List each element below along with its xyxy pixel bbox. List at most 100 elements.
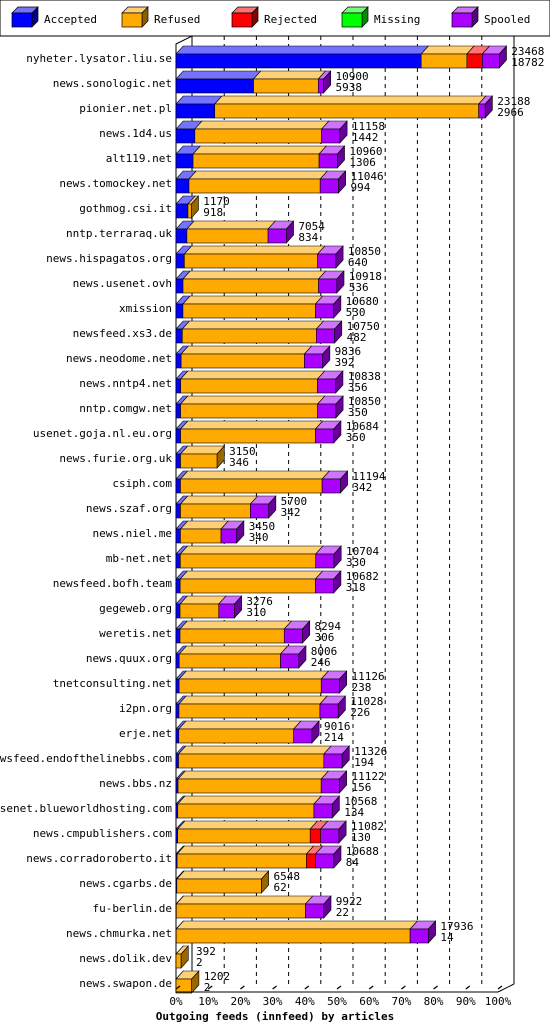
bar-segment-spooled	[304, 353, 323, 369]
bar-group	[175, 495, 277, 519]
bar-segment-spooled	[319, 178, 339, 194]
row-label: gegeweb.org	[99, 602, 172, 615]
value-label-count: 530	[346, 306, 366, 319]
bar-segment-rejected	[309, 828, 321, 844]
bar-side	[331, 795, 340, 819]
bar-side	[340, 470, 348, 494]
bar-group	[175, 545, 342, 569]
value-label-count: 350	[348, 406, 368, 419]
x-tick	[401, 985, 406, 990]
x-tick-label: 50%	[327, 995, 347, 1008]
bar-segment-accepted	[175, 203, 189, 219]
value-label-count: 246	[311, 656, 331, 669]
x-tick	[433, 985, 438, 990]
x-tick	[175, 985, 181, 990]
x-tick-label: 70%	[391, 995, 411, 1008]
bar-segment-refused	[179, 578, 316, 594]
bar-top-refused	[182, 295, 324, 305]
value-label-total: 10960	[349, 145, 382, 158]
bar-segment-spooled	[321, 128, 341, 144]
row-label: nntp.comgw.net	[79, 402, 172, 415]
row-label: news.cgarbs.de	[79, 877, 172, 890]
bar-segment-accepted	[175, 628, 181, 644]
row-label: usenet.blueworldhosting.com	[0, 802, 172, 815]
value-label-count: 2	[204, 981, 211, 994]
row-label: tnetconsulting.net	[53, 677, 172, 690]
row-label: news.neodome.net	[66, 352, 172, 365]
value-label-count: 130	[351, 831, 371, 844]
bar-segment-accepted	[175, 703, 180, 719]
bar-side	[311, 720, 320, 744]
bar-segment-refused	[180, 378, 318, 394]
bar-group	[175, 595, 243, 619]
value-label-count: 5938	[336, 81, 363, 94]
bar-side	[499, 45, 507, 69]
bar-segment-refused	[178, 728, 294, 744]
row-label: xmission	[119, 302, 172, 315]
value-label-count: 14	[440, 931, 454, 944]
bar-segment-refused	[180, 503, 251, 519]
value-label-total: 17936	[440, 920, 473, 933]
value-label-count: 342	[352, 481, 372, 494]
row-label: news.quux.org	[86, 652, 172, 665]
bar-segment-accepted	[175, 78, 254, 94]
bar-top-refused	[192, 145, 327, 155]
bar-segment-spooled	[315, 553, 335, 569]
value-label-total: 10900	[336, 70, 369, 83]
value-label-total: 10704	[346, 545, 379, 558]
bar-side	[234, 595, 242, 619]
bar-side	[333, 570, 342, 594]
bar-segment-refused	[175, 903, 306, 919]
bar-top-refused	[179, 445, 225, 455]
legend-label: Accepted	[44, 13, 97, 26]
bar-segment-refused	[214, 103, 479, 119]
bar-segment-accepted	[175, 453, 181, 469]
bar-segment-spooled	[317, 78, 324, 94]
bar-side	[335, 245, 344, 269]
x-tick-label: 30%	[263, 995, 283, 1008]
value-label-total: 3150	[229, 445, 256, 458]
value-label-total: 10684	[346, 420, 379, 433]
bar-side	[339, 670, 348, 694]
bar-top-refused	[178, 695, 328, 705]
bar-segment-spooled	[267, 228, 287, 244]
bar-segment-spooled	[318, 153, 338, 169]
value-label-total: 23188	[497, 95, 530, 108]
bar-segment-refused	[177, 778, 322, 794]
bar-segment-spooled	[315, 303, 334, 319]
value-label-total: 10682	[346, 570, 379, 583]
bar-group	[175, 245, 344, 269]
x-tick-label: 0%	[169, 995, 183, 1008]
bars	[175, 45, 508, 994]
bar-segment-refused	[175, 978, 192, 994]
legend-label: Missing	[374, 13, 420, 26]
bar-segment-spooled	[315, 428, 335, 444]
value-labels: 2346818782109005938231882966111581442109…	[196, 45, 544, 994]
row-label: news.1d4.us	[99, 127, 172, 140]
value-label-count: 238	[352, 681, 372, 694]
value-label-count: 1306	[349, 156, 376, 169]
bar-segment-accepted	[175, 503, 181, 519]
x-tick	[240, 985, 245, 990]
bar-group	[175, 920, 437, 944]
bar-segment-refused	[180, 403, 318, 419]
value-label-total: 392	[196, 945, 216, 958]
value-label-count: 306	[315, 631, 335, 644]
bar-top-refused	[178, 720, 302, 730]
bar-group	[175, 395, 344, 419]
bar-top-refused	[179, 520, 229, 530]
legend-item-refused: Refused	[121, 6, 200, 28]
legend: Accepted Refused Rejected Missing Spooled	[0, 0, 550, 37]
value-label-count: 350	[346, 431, 366, 444]
bar-segment-refused	[192, 153, 320, 169]
x-tick-label: 90%	[456, 995, 476, 1008]
value-label-count: 84	[346, 856, 360, 869]
x-axis-title: Outgoing feeds (innfeed) by articles	[156, 1010, 394, 1023]
x-tick	[336, 985, 342, 990]
y-axis-labels: nyheter.lysator.liu.se news.sonologic.net…	[0, 52, 172, 990]
row-label: usenet.goja.nl.eu.org	[33, 427, 172, 440]
bar-segment-spooled	[317, 253, 337, 269]
bar-segment-spooled	[317, 403, 337, 419]
bar-top-refused	[179, 370, 326, 380]
bar-group	[175, 45, 508, 69]
